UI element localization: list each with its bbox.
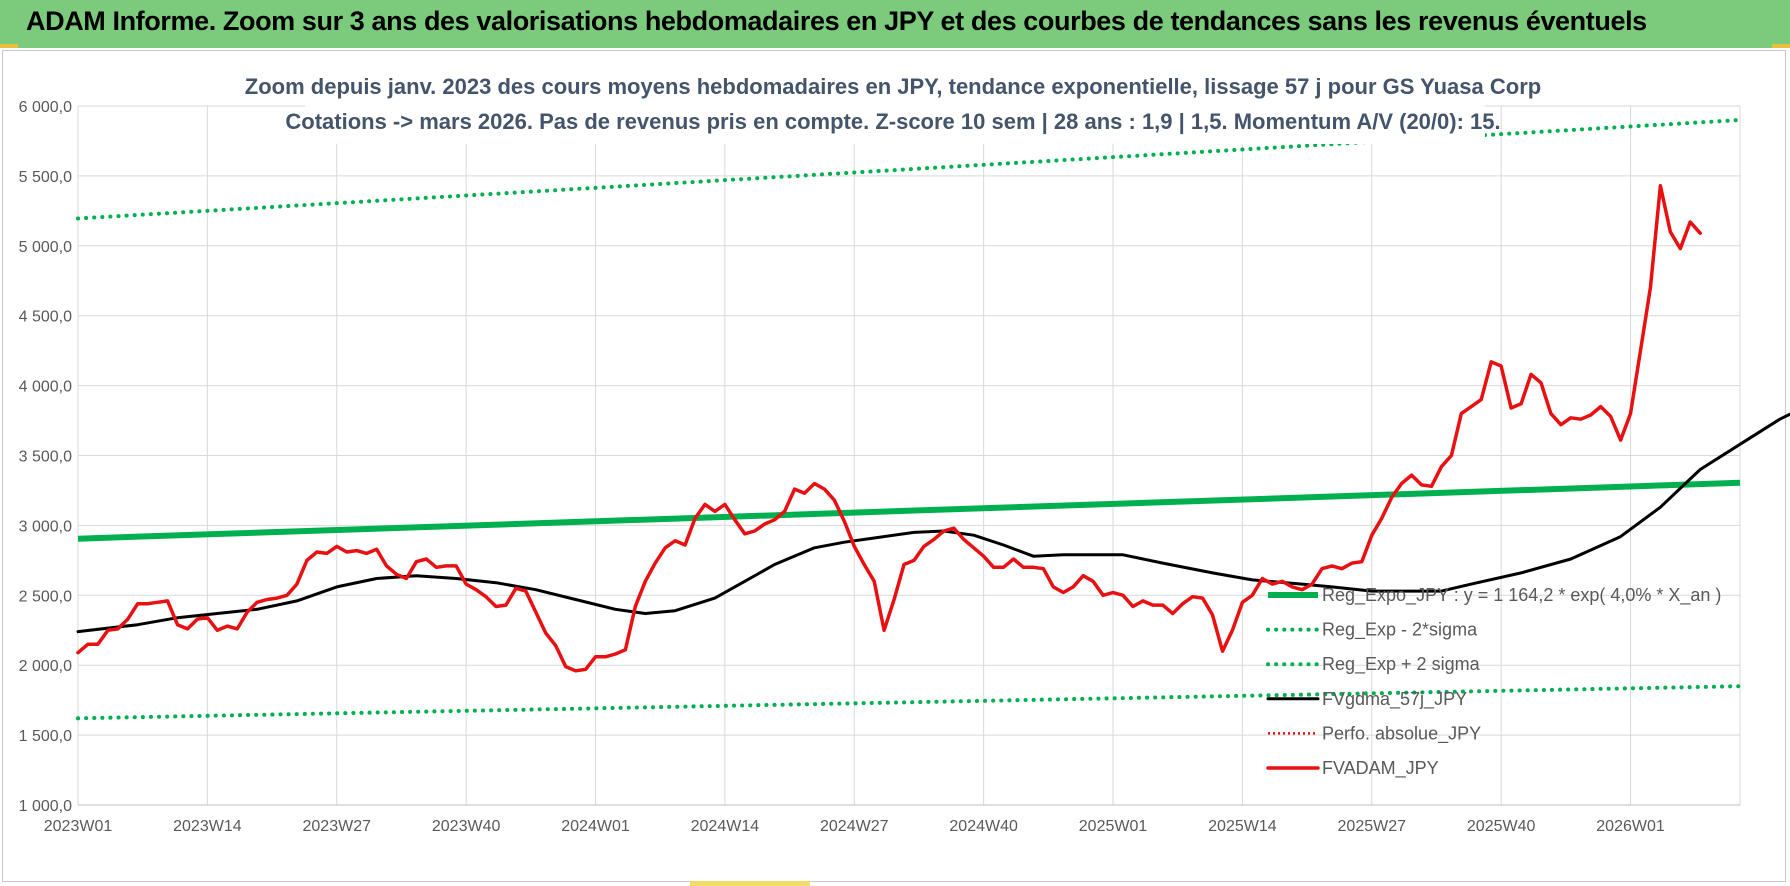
legend-label: Reg_Expo_JPY : y = 1 164,2 * exp( 4,0% *…: [1322, 585, 1721, 606]
y-tick-label: 4 000,0: [19, 379, 72, 396]
y-tick-label: 6 000,0: [19, 99, 72, 116]
axis-layer: 1 000,0 1 500,0 2 000,0 2 500,0 3 000,0 3 500…: [19, 99, 1740, 835]
y-tick-label: 4 500,0: [19, 309, 72, 326]
x-tick-label: 2024W14: [691, 818, 760, 835]
legend-label: FVgdma_57j_JPY: [1322, 689, 1467, 710]
y-tick-label: 5 000,0: [19, 239, 72, 256]
legend-label: Reg_Exp - 2*sigma: [1322, 620, 1478, 641]
legend: Reg_Expo_JPY : y = 1 164,2 * exp( 4,0% *…: [1266, 585, 1721, 779]
series-layer: [76, 118, 1790, 721]
fvgdma-line: [76, 412, 1790, 634]
x-tick-label: 2026W01: [1596, 818, 1665, 835]
fvadam-line: [76, 183, 1702, 673]
x-tick-label: 2025W40: [1467, 818, 1536, 835]
x-tick-label: 2024W27: [820, 818, 889, 835]
title-background: [305, 70, 1485, 144]
x-tick-label: 2024W01: [561, 818, 630, 835]
y-tick-label: 3 000,0: [19, 518, 72, 535]
bottom-accent-bar: [690, 881, 810, 886]
y-tick-label: 5 500,0: [19, 169, 72, 186]
y-tick-label: 2 000,0: [19, 658, 72, 675]
banner-title: ADAM Informe. Zoom sur 3 ans des valoris…: [26, 6, 1647, 36]
legend-label: FVADAM_JPY: [1322, 758, 1439, 779]
grid-layer: [77, 105, 1741, 806]
x-tick-label: 2023W14: [173, 818, 242, 835]
x-tick-label: 2024W40: [949, 818, 1018, 835]
x-tick-label: 2025W01: [1079, 818, 1148, 835]
x-tick-label: 2023W01: [44, 818, 113, 835]
banner-accent-left: [0, 44, 18, 48]
y-tick-label: 1 500,0: [19, 728, 72, 745]
x-tick-label: 2023W40: [432, 818, 501, 835]
y-tick-label: 3 500,0: [19, 449, 72, 466]
report-banner: ADAM Informe. Zoom sur 3 ans des valoris…: [0, 0, 1790, 48]
chart-title: Zoom depuis janv. 2023 des cours moyens …: [245, 74, 1541, 99]
banner-accent-right: [1772, 44, 1790, 48]
y-tick-label: 1 000,0: [19, 798, 72, 815]
reg-plus-2sigma-line: [76, 118, 1742, 221]
x-tick-label: 2025W14: [1208, 818, 1277, 835]
x-tick-label: 2023W27: [303, 818, 372, 835]
legend-label: Reg_Exp + 2 sigma: [1322, 654, 1481, 675]
legend-label: Perfo. absolue_JPY: [1322, 723, 1481, 744]
chart-subtitle: Cotations -> mars 2026. Pas de revenus p…: [285, 109, 1500, 134]
reg-minus-2sigma-line: [76, 684, 1742, 721]
x-tick-label: 2025W27: [1338, 818, 1407, 835]
y-tick-label: 2 500,0: [19, 588, 72, 605]
reg-expo-line: [77, 479, 1741, 542]
chart-frame: [2, 50, 1786, 882]
